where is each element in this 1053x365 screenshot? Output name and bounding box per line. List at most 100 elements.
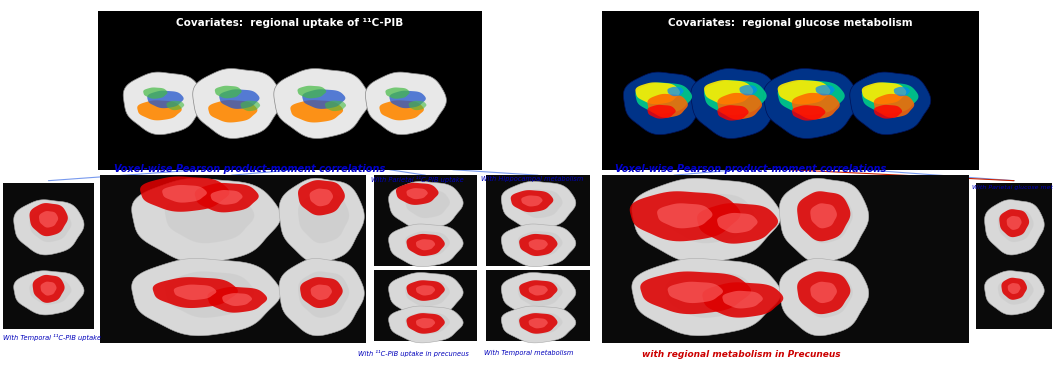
Polygon shape bbox=[529, 318, 548, 329]
Polygon shape bbox=[657, 203, 713, 228]
Polygon shape bbox=[416, 318, 435, 329]
Polygon shape bbox=[799, 272, 853, 318]
Polygon shape bbox=[33, 275, 64, 303]
Polygon shape bbox=[406, 280, 444, 301]
Polygon shape bbox=[298, 272, 350, 318]
Text: Covariates:  regional glucose metabolism: Covariates: regional glucose metabolism bbox=[669, 18, 913, 28]
Polygon shape bbox=[635, 82, 680, 104]
Polygon shape bbox=[222, 293, 252, 306]
Polygon shape bbox=[518, 280, 562, 307]
Polygon shape bbox=[207, 287, 267, 313]
Polygon shape bbox=[861, 82, 918, 114]
Text: With Temporal metabolism: With Temporal metabolism bbox=[484, 350, 574, 356]
Polygon shape bbox=[298, 86, 326, 98]
Polygon shape bbox=[147, 91, 183, 108]
Polygon shape bbox=[665, 192, 754, 243]
Polygon shape bbox=[153, 277, 238, 308]
Polygon shape bbox=[850, 72, 931, 135]
Bar bbox=[100, 175, 366, 343]
Polygon shape bbox=[501, 273, 576, 317]
Polygon shape bbox=[799, 192, 853, 243]
Polygon shape bbox=[816, 85, 835, 96]
Polygon shape bbox=[632, 258, 781, 336]
Polygon shape bbox=[529, 285, 548, 296]
Bar bbox=[98, 11, 482, 170]
Polygon shape bbox=[623, 72, 704, 135]
Polygon shape bbox=[797, 191, 851, 241]
Polygon shape bbox=[722, 291, 762, 308]
Bar bbox=[374, 270, 477, 341]
Polygon shape bbox=[1008, 283, 1020, 294]
Polygon shape bbox=[29, 209, 72, 242]
Polygon shape bbox=[632, 178, 781, 263]
Polygon shape bbox=[365, 72, 446, 135]
Polygon shape bbox=[274, 69, 370, 138]
Polygon shape bbox=[811, 282, 837, 303]
Bar bbox=[486, 270, 590, 341]
Polygon shape bbox=[416, 285, 435, 296]
Bar bbox=[374, 175, 477, 266]
Polygon shape bbox=[165, 272, 254, 318]
Polygon shape bbox=[291, 100, 343, 123]
Text: Covariates:  regional uptake of ¹¹C-PIB: Covariates: regional uptake of ¹¹C-PIB bbox=[177, 18, 403, 28]
Polygon shape bbox=[519, 234, 557, 256]
Polygon shape bbox=[406, 234, 444, 256]
Polygon shape bbox=[195, 183, 259, 212]
Polygon shape bbox=[311, 285, 332, 300]
Polygon shape bbox=[792, 105, 826, 120]
Polygon shape bbox=[1001, 278, 1027, 300]
Polygon shape bbox=[165, 192, 254, 243]
Polygon shape bbox=[416, 239, 435, 250]
Polygon shape bbox=[501, 306, 576, 343]
Polygon shape bbox=[240, 101, 260, 111]
Polygon shape bbox=[874, 94, 914, 118]
Polygon shape bbox=[14, 271, 84, 315]
Polygon shape bbox=[648, 105, 676, 119]
Polygon shape bbox=[648, 94, 688, 118]
Polygon shape bbox=[390, 91, 425, 108]
Polygon shape bbox=[140, 176, 230, 212]
Polygon shape bbox=[797, 272, 851, 314]
Polygon shape bbox=[501, 224, 576, 267]
Polygon shape bbox=[166, 101, 184, 110]
Polygon shape bbox=[697, 203, 778, 244]
Polygon shape bbox=[665, 272, 754, 318]
Polygon shape bbox=[29, 203, 67, 236]
Polygon shape bbox=[511, 190, 553, 212]
Polygon shape bbox=[406, 188, 428, 199]
Bar bbox=[602, 175, 969, 343]
Polygon shape bbox=[792, 93, 840, 119]
Polygon shape bbox=[874, 105, 902, 119]
Bar bbox=[486, 175, 590, 266]
Polygon shape bbox=[302, 89, 345, 109]
Text: with regional metabolism in Precuneus: with regional metabolism in Precuneus bbox=[642, 350, 841, 359]
Polygon shape bbox=[300, 277, 342, 308]
Polygon shape bbox=[132, 258, 281, 336]
Polygon shape bbox=[279, 178, 364, 263]
Polygon shape bbox=[1007, 216, 1021, 230]
Polygon shape bbox=[739, 85, 757, 96]
Polygon shape bbox=[162, 185, 206, 203]
Polygon shape bbox=[379, 100, 424, 120]
Polygon shape bbox=[519, 313, 557, 334]
Text: With Parietal glucose metabolism: With Parietal glucose metabolism bbox=[972, 185, 1053, 190]
Polygon shape bbox=[389, 273, 463, 317]
Polygon shape bbox=[208, 100, 257, 123]
Polygon shape bbox=[396, 183, 438, 205]
Polygon shape bbox=[894, 87, 910, 96]
Polygon shape bbox=[778, 80, 831, 104]
Polygon shape bbox=[668, 87, 683, 96]
Polygon shape bbox=[717, 105, 749, 120]
Polygon shape bbox=[123, 72, 204, 135]
Text: With Hippocampal metabolism: With Hippocampal metabolism bbox=[481, 176, 583, 182]
Polygon shape bbox=[389, 181, 463, 229]
Polygon shape bbox=[14, 200, 84, 255]
Polygon shape bbox=[405, 231, 450, 257]
Polygon shape bbox=[406, 313, 444, 334]
Bar bbox=[976, 182, 1052, 328]
Polygon shape bbox=[717, 213, 757, 233]
Text: With Temporal ¹¹C-PIB uptake: With Temporal ¹¹C-PIB uptake bbox=[3, 334, 101, 341]
Polygon shape bbox=[519, 280, 557, 301]
Text: Voxel-wise Pearson product-moment correlations: Voxel-wise Pearson product-moment correl… bbox=[114, 165, 385, 174]
Polygon shape bbox=[518, 231, 562, 257]
